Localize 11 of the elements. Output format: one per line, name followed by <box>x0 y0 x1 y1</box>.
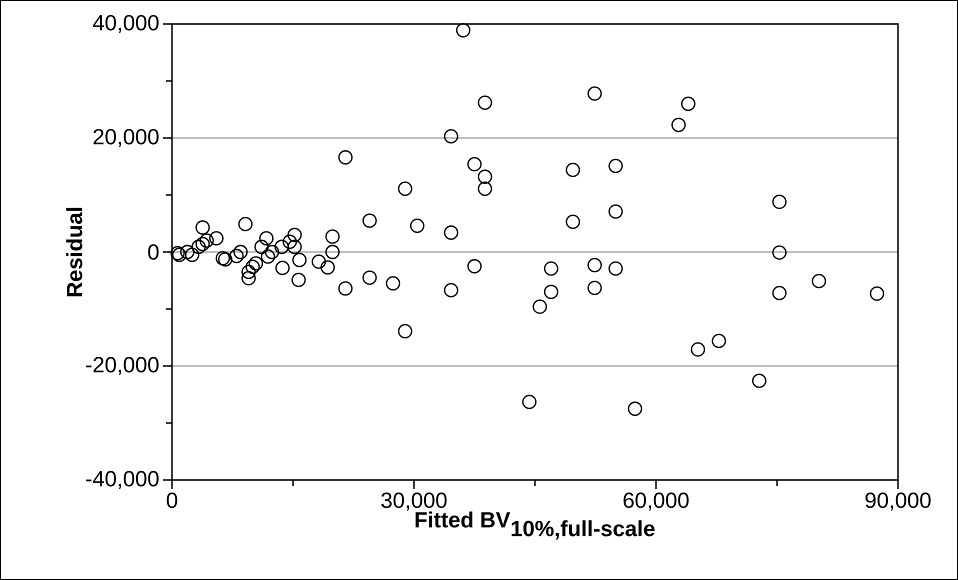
y-tick-label: -40,000 <box>86 470 159 490</box>
y-tick-label: 40,000 <box>92 14 159 34</box>
y-tick-label: 0 <box>148 244 159 260</box>
x-tick-label: 30,000 <box>381 492 447 511</box>
x-tick-label: 90,000 <box>866 492 931 511</box>
y-tick-label: -20,000 <box>86 356 159 376</box>
x-tick-label: 60,000 <box>624 492 689 511</box>
y-axis-title: Residual <box>66 208 82 296</box>
y-tick-label: 20,000 <box>94 128 159 148</box>
x-axis-title: $\textbf{Fitted BV}_{\textbf{10\%,full-scale}}$ <box>416 511 655 540</box>
x-tick-label: 0 <box>166 492 178 508</box>
